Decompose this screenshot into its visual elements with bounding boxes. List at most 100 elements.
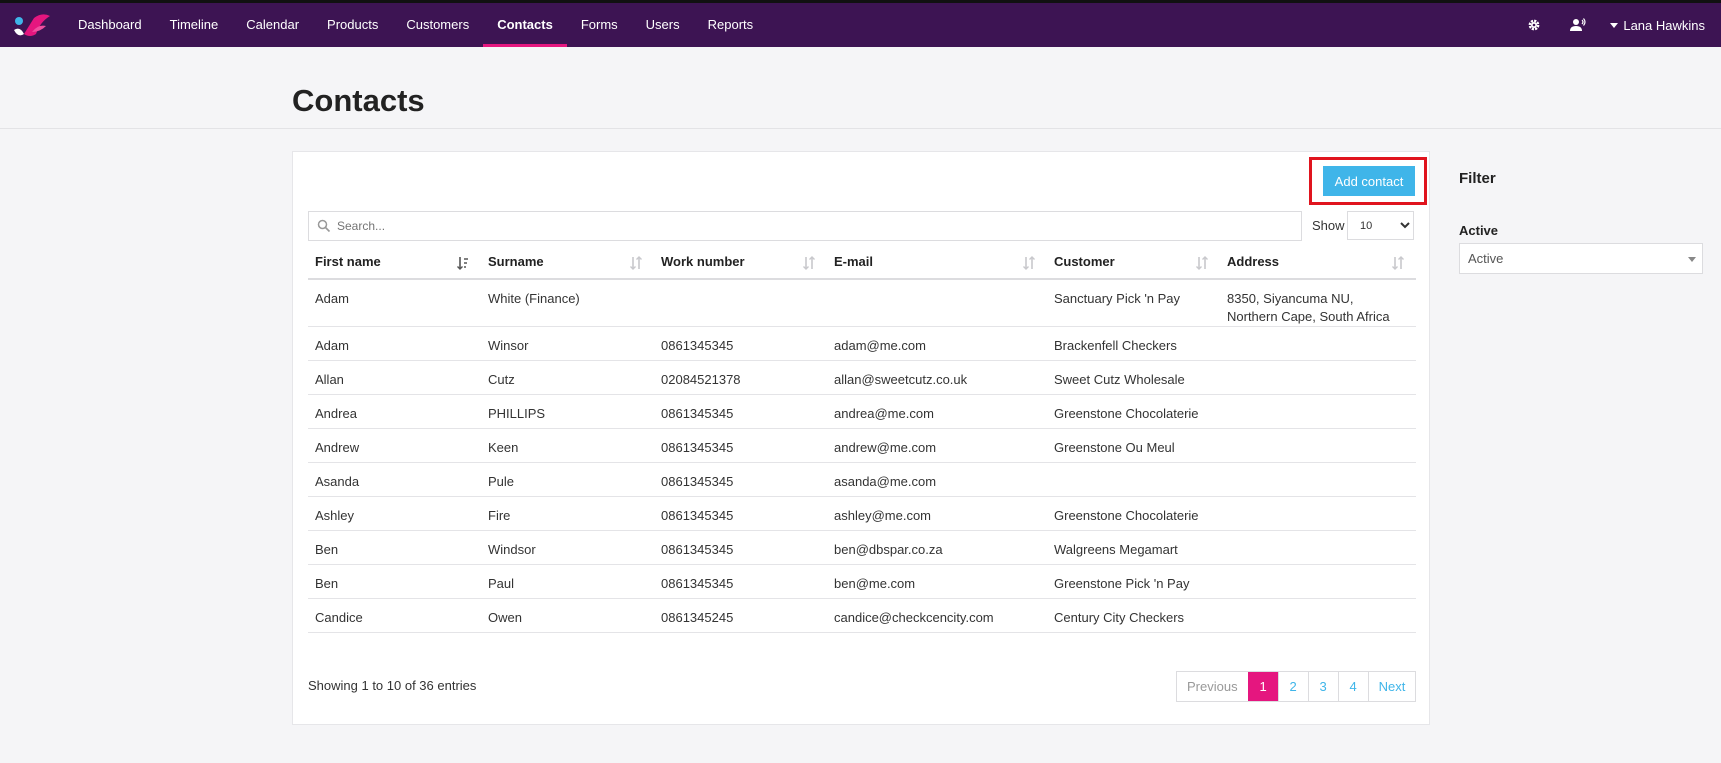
column-header-first-name[interactable]: First name bbox=[308, 247, 481, 278]
table-cell-address bbox=[1220, 429, 1416, 462]
table-cell-surname: Winsor bbox=[488, 338, 529, 353]
table-cell-work-number bbox=[654, 280, 827, 326]
pagination-page-button[interactable]: 2 bbox=[1277, 672, 1308, 701]
table-cell-customer: Greenstone Ou Meul bbox=[1054, 440, 1175, 455]
table-row[interactable]: Asanda Pule 0861345345 asanda@me.com bbox=[308, 463, 1416, 497]
nav-item-timeline[interactable]: Timeline bbox=[169, 17, 219, 32]
app-logo-icon[interactable] bbox=[10, 12, 52, 40]
table-row[interactable]: Adam Winsor 0861345345 adam@me.com Brackenfe… bbox=[308, 327, 1416, 361]
pagination-previous-button[interactable]: Previous bbox=[1187, 679, 1238, 694]
table-cell-first-name: Andrew bbox=[315, 440, 360, 455]
table-cell-work-number: 0861345345 bbox=[661, 474, 734, 489]
contacts-table: First name Surname Work number E-mail Custom… bbox=[308, 247, 1416, 633]
table-cell-customer: Greenstone Pick 'n Pay bbox=[1054, 576, 1190, 591]
nav-item-customers[interactable]: Customers bbox=[406, 17, 470, 32]
nav-item-contacts[interactable]: Contacts bbox=[483, 3, 567, 47]
chevron-down-icon bbox=[1688, 257, 1696, 262]
column-header-label: Customer bbox=[1054, 254, 1115, 269]
table-row[interactable]: Ashley Fire 0861345345 ashley@me.com Greenst… bbox=[308, 497, 1416, 531]
pagination: Previous 1 2 3 4 Next bbox=[1176, 671, 1417, 702]
column-header-surname[interactable]: Surname bbox=[481, 247, 654, 278]
table-cell-address bbox=[1220, 395, 1416, 428]
table-cell-work-number: 0861345345 bbox=[661, 508, 734, 523]
table-body: Adam White (Finance) Sanctuary Pick 'n Pay… bbox=[308, 280, 1416, 633]
gear-icon[interactable] bbox=[1512, 3, 1556, 47]
pagination-page-button[interactable]: 1 bbox=[1247, 672, 1278, 701]
column-header-label: E-mail bbox=[834, 254, 874, 269]
table-cell-customer bbox=[1047, 463, 1220, 496]
nav-item-calendar[interactable]: Calendar bbox=[246, 17, 300, 32]
table-row[interactable]: Allan Cutz 02084521378 allan@sweetcutz.co.u… bbox=[308, 361, 1416, 395]
nav-right: Lana Hawkins bbox=[1512, 3, 1705, 47]
table-cell-work-number: 0861345245 bbox=[661, 610, 734, 625]
column-header-label: Address bbox=[1227, 254, 1280, 269]
nav-item-products[interactable]: Products bbox=[327, 17, 379, 32]
table-cell-address bbox=[1220, 599, 1416, 632]
main-nav: Dashboard Timeline Calendar Products Custome… bbox=[64, 3, 767, 47]
pagination-next-button[interactable]: Next bbox=[1367, 672, 1416, 701]
column-header-work-number[interactable]: Work number bbox=[654, 247, 827, 278]
table-cell-surname: PHILLIPS bbox=[488, 406, 546, 421]
nav-item-forms[interactable]: Forms bbox=[580, 17, 618, 32]
show-label: Show bbox=[1312, 218, 1345, 233]
filter-title: Filter bbox=[1459, 170, 1496, 187]
table-cell-first-name: Adam bbox=[315, 338, 349, 353]
table-cell-e-mail: ashley@me.com bbox=[834, 508, 932, 523]
column-header-e-mail[interactable]: E-mail bbox=[827, 247, 1047, 278]
table-cell-surname: Cutz bbox=[488, 372, 515, 387]
contacts-card bbox=[292, 151, 1430, 725]
table-cell-surname: Paul bbox=[488, 576, 515, 591]
sort-icon bbox=[1023, 256, 1035, 270]
column-header-label: First name bbox=[315, 254, 381, 269]
table-cell-address: 8350, Siyancuma NU, Northern Cape, South… bbox=[1227, 291, 1390, 324]
user-menu[interactable]: Lana Hawkins bbox=[1610, 18, 1705, 33]
active-filter-value: Active bbox=[1468, 251, 1504, 266]
sort-icon bbox=[1196, 256, 1208, 270]
table-cell-customer: Century City Checkers bbox=[1054, 610, 1185, 625]
table-cell-address bbox=[1220, 361, 1416, 394]
user-voice-icon[interactable] bbox=[1556, 3, 1600, 47]
highlight-box bbox=[1309, 157, 1427, 205]
table-cell-first-name: Asanda bbox=[315, 474, 360, 489]
table-row[interactable]: Ben Windsor 0861345345 ben@dbspar.co.za Walg… bbox=[308, 531, 1416, 565]
table-cell-first-name: Allan bbox=[315, 372, 344, 387]
table-cell-surname: Owen bbox=[488, 610, 522, 625]
table-cell-e-mail: asanda@me.com bbox=[834, 474, 937, 489]
nav-item-users[interactable]: Users bbox=[645, 17, 680, 32]
nav-item-dashboard[interactable]: Dashboard bbox=[78, 17, 142, 32]
table-cell-work-number: 02084521378 bbox=[661, 372, 741, 387]
table-cell-first-name: Ben bbox=[315, 542, 339, 557]
table-cell-work-number: 0861345345 bbox=[661, 542, 734, 557]
table-cell-customer: Sweet Cutz Wholesale bbox=[1054, 372, 1185, 387]
table-cell-address bbox=[1220, 497, 1416, 530]
column-header-label: Work number bbox=[661, 254, 745, 269]
column-header-address[interactable]: Address bbox=[1220, 247, 1416, 278]
table-row[interactable]: Candice Owen 0861345245 candice@checkcencit… bbox=[308, 599, 1416, 633]
table-cell-e-mail bbox=[827, 280, 1047, 326]
add-contact-button[interactable]: Add contact bbox=[1323, 166, 1415, 196]
table-cell-work-number: 0861345345 bbox=[661, 440, 734, 455]
search-input[interactable] bbox=[337, 212, 1287, 240]
sort-icon bbox=[803, 256, 815, 270]
table-row[interactable]: Andrea PHILLIPS 0861345345 andrea@me.com Gre… bbox=[308, 395, 1416, 429]
table-cell-customer: Brackenfell Checkers bbox=[1054, 338, 1177, 353]
table-cell-work-number: 0861345345 bbox=[661, 406, 734, 421]
table-cell-surname: White (Finance) bbox=[488, 291, 580, 306]
column-header-customer[interactable]: Customer bbox=[1047, 247, 1220, 278]
page-length-select[interactable]: 10 bbox=[1347, 211, 1414, 240]
table-cell-work-number: 0861345345 bbox=[661, 338, 734, 353]
page-header: Contacts bbox=[0, 47, 1721, 129]
pagination-page-button[interactable]: 4 bbox=[1337, 672, 1368, 701]
sort-icon bbox=[1392, 256, 1404, 270]
table-row[interactable]: Adam White (Finance) Sanctuary Pick 'n Pay… bbox=[308, 280, 1416, 327]
sort-ascending-icon bbox=[457, 257, 468, 270]
table-cell-customer: Walgreens Megamart bbox=[1054, 542, 1178, 557]
active-filter-select[interactable]: Active bbox=[1459, 243, 1703, 274]
pagination-page-button[interactable]: 3 bbox=[1307, 672, 1338, 701]
table-row[interactable]: Andrew Keen 0861345345 andrew@me.com Greenst… bbox=[308, 429, 1416, 463]
column-header-label: Surname bbox=[488, 254, 544, 269]
table-cell-first-name: Adam bbox=[315, 291, 349, 306]
table-cell-customer: Greenstone Chocolaterie bbox=[1054, 406, 1199, 421]
table-row[interactable]: Ben Paul 0861345345 ben@me.com Greenstone Pi… bbox=[308, 565, 1416, 599]
nav-item-reports[interactable]: Reports bbox=[707, 17, 754, 32]
